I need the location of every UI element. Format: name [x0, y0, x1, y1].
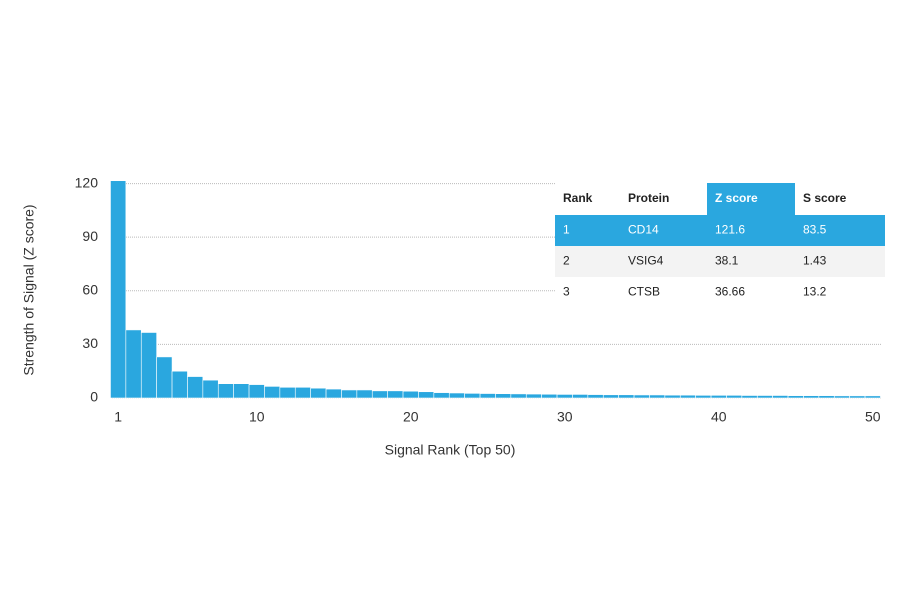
bar [464, 393, 481, 399]
bar [371, 390, 388, 399]
table-cell: 83.5 [803, 223, 827, 237]
bar [387, 390, 404, 399]
bar [649, 394, 666, 399]
bar [710, 395, 727, 399]
bar [525, 393, 542, 399]
bar [803, 395, 820, 399]
table-header: S score [803, 191, 847, 205]
x-tick-label: 40 [711, 409, 727, 425]
table-cell: 2 [563, 254, 570, 268]
bar [325, 388, 342, 399]
bar [572, 394, 589, 399]
bar [248, 384, 265, 399]
table-cell: 38.1 [715, 254, 739, 268]
bar [402, 390, 419, 399]
bar [356, 389, 373, 399]
bar [510, 393, 527, 399]
bar [726, 395, 743, 399]
header-highlight [707, 183, 795, 215]
bar [233, 383, 250, 399]
bar [587, 394, 604, 399]
table-cell: 36.66 [715, 285, 745, 299]
x-tick-label: 30 [557, 409, 573, 425]
bar [633, 394, 650, 399]
bar [833, 395, 850, 399]
bar [495, 393, 512, 399]
bar [664, 394, 681, 399]
table-cell: 13.2 [803, 285, 827, 299]
table-header: Protein [628, 191, 669, 205]
bar [217, 383, 234, 399]
bar [341, 389, 358, 399]
bar [187, 376, 204, 399]
bar [618, 394, 635, 399]
y-tick-label: 60 [82, 281, 98, 297]
bar [479, 393, 496, 399]
y-tick-label: 30 [82, 335, 98, 351]
table-cell: 1.43 [803, 254, 827, 268]
table-row [555, 215, 885, 246]
table-header: Rank [563, 191, 593, 205]
table-row [555, 246, 885, 277]
x-tick-label: 50 [865, 409, 881, 425]
bar [772, 395, 789, 399]
bar [818, 395, 835, 399]
table-header: Z score [715, 191, 758, 205]
x-tick-label: 20 [403, 409, 419, 425]
bar [695, 395, 712, 399]
bar [418, 391, 435, 399]
bar [756, 395, 773, 399]
bar [125, 329, 142, 399]
bar [310, 387, 327, 399]
x-tick-label: 1 [114, 409, 122, 425]
bar [787, 395, 804, 399]
bar [156, 356, 173, 399]
table-cell: CTSB [628, 285, 660, 299]
bar [264, 386, 281, 399]
x-tick-label: 10 [249, 409, 265, 425]
y-axis-label: Strength of Signal (Z score) [21, 204, 37, 375]
bar [279, 386, 296, 399]
table-cell: 1 [563, 223, 570, 237]
bar [202, 379, 219, 399]
bar [294, 386, 311, 399]
bar [541, 393, 558, 399]
x-axis-label: Signal Rank (Top 50) [385, 442, 516, 458]
bar [849, 395, 866, 399]
y-tick-label: 90 [82, 228, 98, 244]
bar [171, 370, 188, 399]
table-cell: CD14 [628, 223, 659, 237]
y-tick-label: 120 [75, 174, 99, 190]
bar [679, 394, 696, 399]
bar [741, 395, 758, 399]
bar [110, 180, 127, 399]
bar [448, 392, 465, 399]
table-cell: 3 [563, 285, 570, 299]
bar [864, 395, 881, 399]
bar [556, 394, 573, 399]
y-tick-label: 0 [90, 389, 98, 405]
table-cell: 121.6 [715, 223, 745, 237]
bar [140, 332, 157, 399]
bar [602, 394, 619, 399]
bar [433, 392, 450, 399]
table-cell: VSIG4 [628, 254, 664, 268]
table-row [555, 277, 885, 308]
